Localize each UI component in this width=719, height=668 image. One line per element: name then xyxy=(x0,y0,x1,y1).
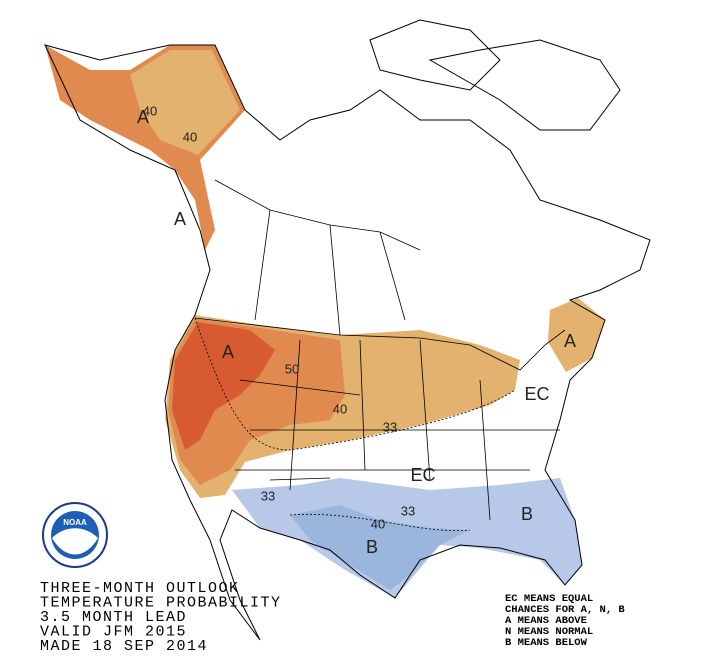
category-label: A xyxy=(564,331,576,351)
us-above-50 xyxy=(172,322,275,450)
category-label: A xyxy=(137,107,149,127)
category-label: B xyxy=(521,504,533,524)
category-label: B xyxy=(366,537,378,557)
logo-text: NOAA xyxy=(63,518,87,527)
title-line: TEMPERATURE PROBABILITY xyxy=(40,595,282,612)
contour-label: 40 xyxy=(333,401,347,416)
maine-above-33 xyxy=(548,298,605,372)
title-line: VALID JFM 2015 xyxy=(40,624,187,641)
legend-line: A MEANS ABOVE xyxy=(505,615,587,627)
noaa-logo: NOAA xyxy=(42,502,108,568)
legend-line: B MEANS BELOW xyxy=(505,637,588,649)
coastline xyxy=(44,44,651,641)
title-line: 3.5 MONTH LEAD xyxy=(40,609,187,626)
category-label: A xyxy=(174,209,186,229)
legend-line: EC MEANS EQUAL xyxy=(505,593,593,605)
contour-label: 50 xyxy=(285,361,299,376)
us-below-40 xyxy=(290,505,470,590)
contour-label: 33 xyxy=(383,419,397,434)
state-province-lines xyxy=(214,179,560,521)
legend-line: N MEANS NORMAL xyxy=(505,626,593,638)
contour-label: 33 xyxy=(261,488,275,503)
arctic-island xyxy=(369,19,501,91)
title-line: THREE-MONTH OUTLOOK xyxy=(40,580,240,597)
contour-label: 40 xyxy=(143,103,157,118)
contour-label: 33 xyxy=(401,503,415,518)
logo-gull xyxy=(52,528,98,555)
legend-line: CHANCES FOR A, N, B xyxy=(505,604,625,616)
contour-label: 40 xyxy=(183,129,197,144)
title-line: MADE 18 SEP 2014 xyxy=(40,638,208,655)
category-label: EC xyxy=(410,465,435,485)
greenland-edge xyxy=(428,39,621,131)
category-label: A xyxy=(222,342,234,362)
contours xyxy=(194,317,516,532)
alaska-above-33 xyxy=(130,50,240,155)
contour-label: 40 xyxy=(371,516,385,531)
category-label: EC xyxy=(524,384,549,404)
